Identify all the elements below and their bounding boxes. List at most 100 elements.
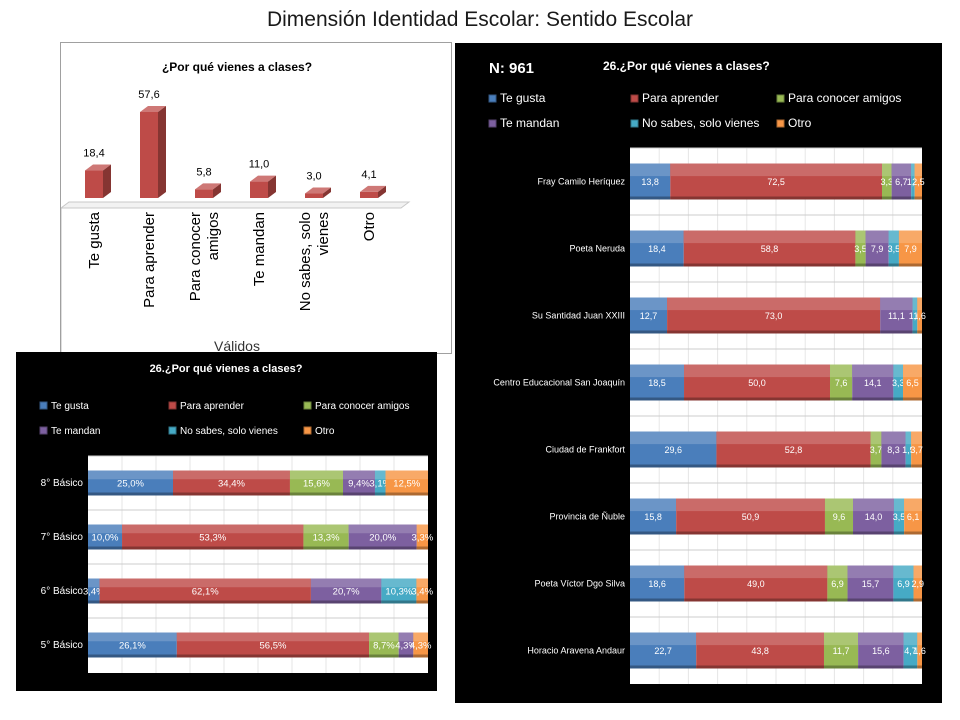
data-label: 4,7 [904, 646, 917, 656]
data-label: 8,7% [373, 641, 395, 652]
bar-segment [847, 565, 894, 602]
bar-segment [289, 470, 343, 496]
bar-segment [630, 498, 677, 535]
legend-item: Te mandan [488, 116, 559, 130]
column-bar [85, 164, 111, 198]
bar-segment [870, 431, 882, 468]
legend-item: Para conocer amigos [776, 91, 901, 105]
bar-segment [88, 524, 123, 550]
overall-chart-panel: ¿Por qué vienes a clases? 18,4 57,6 5,8 11,… [60, 42, 452, 354]
svg-text:Te gusta: Te gusta [51, 401, 89, 412]
data-label: 11,7 [833, 646, 850, 656]
bar-segment [310, 578, 382, 604]
data-label: 3,5 [888, 244, 901, 254]
category-label: 5° Básico [41, 640, 84, 651]
svg-text:Te gusta: Te gusta [500, 91, 546, 105]
data-label: 1,9 [902, 445, 915, 455]
data-label: 3,4% [411, 587, 433, 598]
data-label: 20,0% [369, 533, 396, 544]
bar-segment [99, 578, 311, 604]
data-label: 15,6% [303, 479, 330, 490]
bar-segment [823, 632, 859, 669]
data-label: 3,3 [892, 378, 905, 388]
bar-segment [903, 632, 918, 669]
data-label: 1,6 [909, 311, 922, 321]
category-label: Provincia de Ñuble [549, 512, 625, 522]
svg-text:No sabes, solo vienes: No sabes, solo vienes [180, 426, 278, 437]
data-label: 58,8 [761, 244, 779, 254]
data-label: 11,0 [249, 159, 270, 171]
bar-segment [914, 163, 922, 200]
bar-segment [630, 364, 685, 401]
bar-segment [893, 364, 904, 401]
bar-segment [865, 230, 889, 267]
bar-segment [676, 498, 825, 535]
legend-item: Te mandan [39, 426, 100, 437]
bar-segment [855, 230, 866, 267]
data-label: 3,0 [306, 171, 321, 183]
data-label: 25,0% [117, 479, 144, 490]
x-tick-label: Te gusta [86, 211, 103, 268]
svg-text:Para conocer amigos: Para conocer amigos [315, 401, 410, 412]
data-label: 62,1% [192, 587, 219, 598]
bar-segment [893, 565, 914, 602]
bar-segment [176, 632, 370, 658]
grades-stacked-bar-chart: 26.¿Por qué vienes a clases? Te gusta Par… [39, 363, 434, 673]
bar-segment [630, 163, 671, 200]
overall-column-chart: ¿Por qué vienes a clases? 18,4 57,6 5,8 11,… [61, 60, 411, 354]
x-axis-label: Válidos [214, 338, 260, 354]
svg-text:Otro: Otro [788, 116, 812, 130]
data-label: 18,6 [648, 579, 666, 589]
bar-segment [911, 163, 915, 200]
bar-segment [385, 470, 428, 496]
svg-text:Para aprender: Para aprender [642, 91, 719, 105]
category-label: Su Santidad Juan XXIII [532, 311, 625, 321]
page-title: Dimensión Identidad Escolar: Sentido Esc… [266, 8, 694, 31]
data-label: 5,8 [196, 166, 211, 178]
bar-segment [630, 632, 697, 669]
category-label: Horacio Aravena Andaur [527, 646, 625, 656]
data-label: 56,5% [260, 641, 287, 652]
data-label: 49,0 [747, 579, 765, 589]
data-label: 7,6 [835, 378, 848, 388]
data-label: 15,6 [872, 646, 890, 656]
svg-text:No sabes, solo vienes: No sabes, solo vienes [642, 116, 759, 130]
bar-segment [853, 498, 894, 535]
data-label: 10,0% [92, 533, 119, 544]
category-label: Centro Educacional San Joaquín [493, 378, 625, 388]
data-label: 3,4% [83, 587, 105, 598]
column-bar [360, 185, 386, 198]
data-label: 53,3% [199, 533, 226, 544]
data-label: 22,7 [654, 646, 672, 656]
schools-chart-panel: N: 961 26.¿Por qué vienes a clases? Te g… [455, 43, 942, 703]
bar-segment [630, 565, 685, 602]
bar-segment [696, 632, 824, 669]
chart-title: ¿Por qué vienes a clases? [162, 60, 312, 74]
svg-text:Te mandan: Te mandan [500, 116, 559, 130]
data-label: 6,9 [831, 579, 844, 589]
chart-title: 26.¿Por qué vienes a clases? [150, 363, 303, 375]
bar-segment [416, 524, 428, 550]
category-label: Ciudad de Frankfort [545, 445, 625, 455]
svg-text:Para aprender: Para aprender [180, 401, 245, 412]
bar-segment [381, 578, 417, 604]
data-label: 34,4% [218, 479, 245, 490]
bar-segment [369, 632, 399, 658]
legend-item: Para aprender [630, 91, 719, 105]
bar-segment [303, 524, 349, 550]
bar-segment [824, 498, 854, 535]
data-label: 15,7 [862, 579, 880, 589]
bar-segment [904, 498, 922, 535]
data-label: 9,6 [833, 512, 846, 522]
chart-title: 26.¿Por qué vienes a clases? [603, 59, 770, 73]
category-label: Fray Camilo Heríquez [537, 177, 625, 187]
svg-text:Otro: Otro [315, 426, 335, 437]
data-label: 3,3% [412, 533, 434, 544]
bar-segment [398, 632, 414, 658]
x-tick-label: Otro [361, 212, 378, 241]
data-label: 50,0 [748, 378, 766, 388]
bar-segment [891, 163, 912, 200]
column-bar [195, 183, 221, 198]
sample-size-note: N: 961 [489, 60, 534, 77]
data-label: 3,1% [369, 479, 391, 490]
